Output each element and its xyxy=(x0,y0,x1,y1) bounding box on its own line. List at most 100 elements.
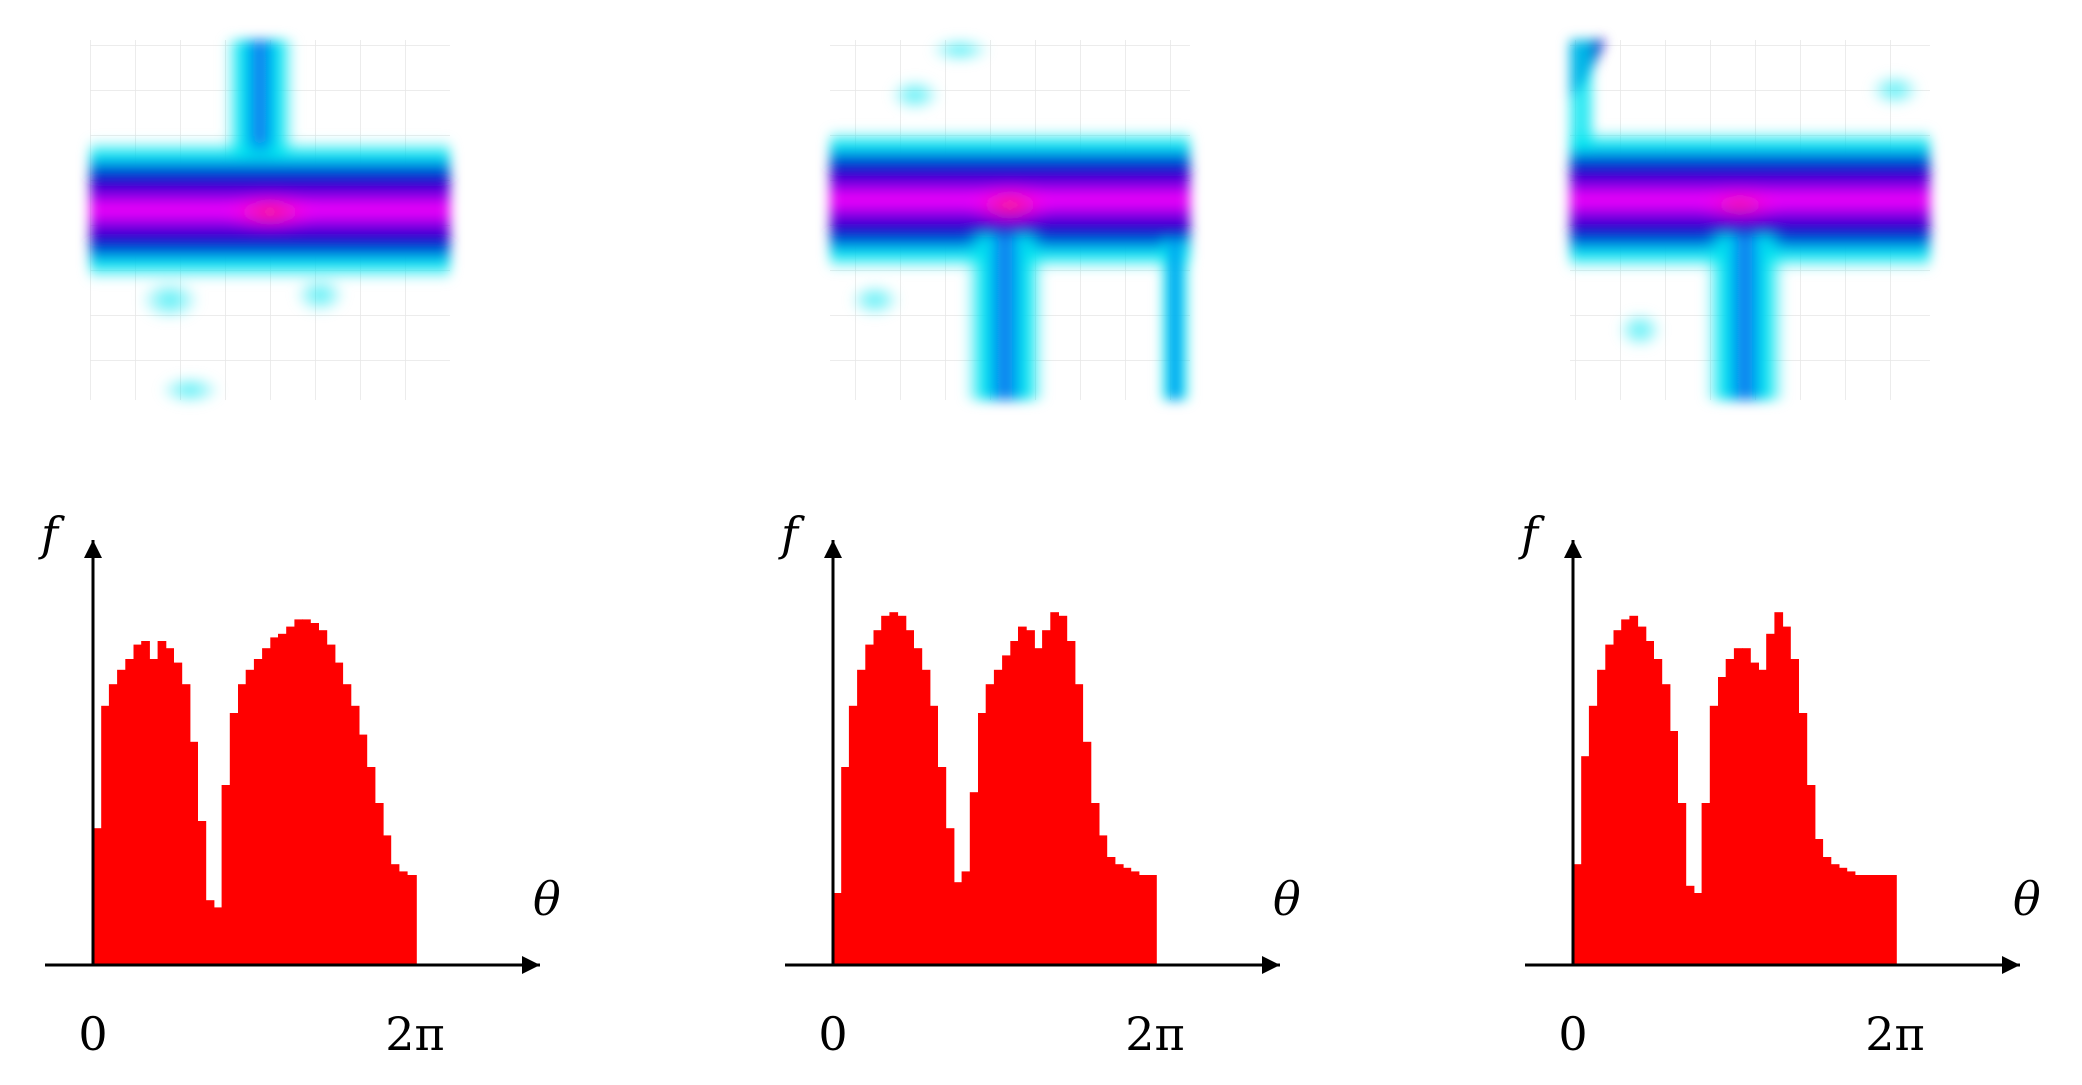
histogram-bar xyxy=(1605,644,1614,965)
histogram-bar xyxy=(1050,612,1059,965)
histogram-bar xyxy=(1774,612,1784,965)
histogram-bar xyxy=(1629,615,1639,965)
x-tick-label: 0 xyxy=(1558,1007,1587,1061)
histogram-bar xyxy=(390,864,400,965)
histogram-bar xyxy=(117,669,126,965)
histogram-bar xyxy=(229,713,239,965)
x-tick-label: 2π xyxy=(385,1007,445,1061)
histogram-bar xyxy=(1766,633,1775,965)
histogram-bar xyxy=(108,684,118,965)
histogram-bar xyxy=(1887,875,1896,965)
histogram-bar xyxy=(1026,630,1035,965)
histogram-bar xyxy=(1122,867,1132,965)
histogram-bar xyxy=(1742,648,1751,965)
y-axis-arrow xyxy=(1564,540,1582,558)
histogram-bar xyxy=(350,705,360,965)
histogram-bar xyxy=(125,659,134,965)
histogram-bar xyxy=(157,641,167,965)
histogram-bar xyxy=(1034,648,1044,965)
histogram-bar xyxy=(897,615,907,965)
histogram-bar xyxy=(278,633,287,965)
histogram-bar xyxy=(414,875,417,965)
y-axis-label: f xyxy=(1518,507,1545,561)
x-axis-label: θ xyxy=(2013,872,2041,926)
heatmap-panel-2 xyxy=(830,38,1190,400)
y-axis-arrow xyxy=(84,540,102,558)
histogram-bar xyxy=(1814,839,1824,965)
histogram-bar xyxy=(334,662,344,965)
histogram-bar xyxy=(141,641,150,965)
histogram-bar xyxy=(1042,630,1051,965)
histogram-bar xyxy=(993,669,1003,965)
x-axis-arrow xyxy=(2002,956,2020,974)
histogram-bar xyxy=(1147,875,1156,965)
histogram-bar xyxy=(1790,659,1799,965)
histogram-bar xyxy=(1718,677,1727,965)
histogram-bar xyxy=(1114,864,1124,965)
histogram-bar xyxy=(366,767,376,965)
histogram-bar xyxy=(1822,857,1832,965)
histogram-bar xyxy=(253,659,263,965)
histogram-bar xyxy=(1613,630,1623,965)
histogram-bar xyxy=(407,875,416,965)
x-tick-label: 2π xyxy=(1865,1007,1925,1061)
histogram-bar xyxy=(318,630,328,965)
histogram-bar xyxy=(929,705,938,965)
histogram-charts: f θ 0 2π f θ 0 2π f θ 0 2π xyxy=(38,507,2041,1061)
histogram-bar xyxy=(1806,785,1816,965)
histogram-bar xyxy=(913,648,923,965)
histogram-bar xyxy=(1637,626,1647,965)
histogram-bar xyxy=(310,623,319,965)
histogram-bar xyxy=(1066,641,1076,965)
x-axis-label: θ xyxy=(1273,872,1301,926)
histogram-bar xyxy=(1758,669,1767,965)
histogram-bar xyxy=(358,734,368,965)
histogram-bar xyxy=(342,684,352,965)
histogram-bar xyxy=(1894,875,1897,965)
histogram-bar xyxy=(921,669,931,965)
histogram-bar xyxy=(382,835,392,965)
histogram-bar xyxy=(1878,875,1888,965)
histogram-bar xyxy=(302,619,311,965)
histogram-bar xyxy=(1685,885,1695,965)
x-tick-label: 0 xyxy=(78,1007,107,1061)
histogram-bar xyxy=(245,669,255,965)
x-tick-label: 2π xyxy=(1125,1007,1185,1061)
histogram-bar xyxy=(841,767,850,965)
y-axis-label: f xyxy=(778,507,805,561)
histogram-bar xyxy=(1798,713,1808,965)
histogram-bar xyxy=(1002,655,1011,965)
histogram-chart-1: f θ 0 2π xyxy=(38,507,561,1061)
heatmap-panel-1 xyxy=(90,40,450,404)
histogram-bar xyxy=(1588,705,1598,965)
histogram-bar xyxy=(189,741,198,965)
histogram-bar xyxy=(398,871,408,965)
histogram-bar xyxy=(1701,803,1711,965)
histogram-chart-2: f θ 0 2π xyxy=(778,507,1301,1061)
histogram-bar xyxy=(1074,684,1084,965)
histogram-bar xyxy=(1138,875,1148,965)
histogram-bar xyxy=(1154,875,1157,965)
histogram-bar xyxy=(1693,893,1703,965)
histogram-bar xyxy=(1838,867,1848,965)
histogram-bar xyxy=(133,644,143,965)
y-axis-arrow xyxy=(824,540,842,558)
histogram-bar xyxy=(286,626,295,965)
histogram-bar xyxy=(294,619,304,965)
histogram-bar xyxy=(326,644,336,965)
histogram-bar xyxy=(1733,648,1743,965)
histogram-bar xyxy=(1018,626,1027,965)
histogram-bar xyxy=(1750,662,1759,965)
histogram-bar xyxy=(889,612,899,965)
histogram-bar xyxy=(1581,756,1590,965)
histogram-bar xyxy=(961,871,971,965)
histogram-bar xyxy=(1106,857,1116,965)
histogram-bar xyxy=(953,882,963,965)
histogram-bar xyxy=(978,713,987,965)
x-axis-label: θ xyxy=(533,872,561,926)
histogram-bar xyxy=(881,615,890,965)
histogram-bar xyxy=(165,648,174,965)
histogram-bar xyxy=(1677,803,1687,965)
x-tick-label: 0 xyxy=(818,1007,847,1061)
histogram-bar xyxy=(205,900,215,965)
